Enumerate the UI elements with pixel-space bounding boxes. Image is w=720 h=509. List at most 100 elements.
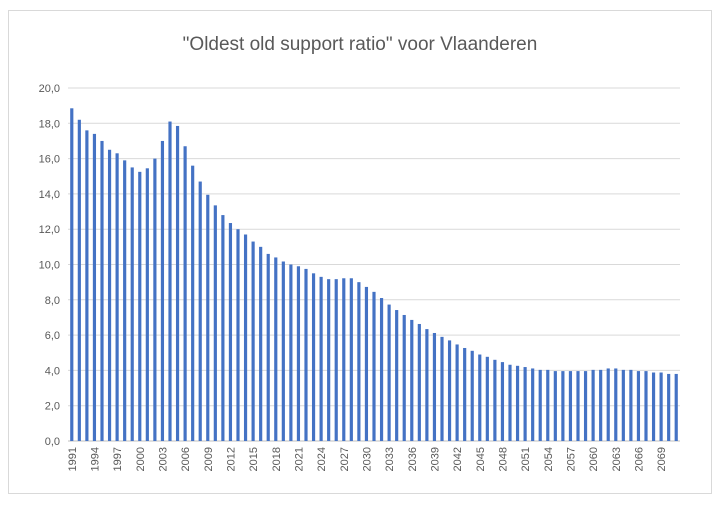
bar (372, 291, 376, 441)
bar (221, 215, 225, 441)
bar (591, 369, 595, 441)
bar (289, 264, 293, 441)
bar (478, 354, 482, 441)
bar (485, 356, 489, 441)
bar (357, 282, 361, 441)
bar (523, 367, 527, 441)
bar (92, 133, 97, 441)
bar (455, 344, 459, 441)
x-tick-label: 2006 (180, 447, 192, 471)
x-tick-label: 2009 (203, 447, 215, 471)
bar (243, 234, 248, 441)
x-tick-label: 2030 (361, 447, 373, 471)
x-tick-label: 2003 (157, 447, 169, 471)
bar (191, 165, 195, 441)
x-tick-label: 2057 (565, 447, 577, 471)
x-tick-label: 2021 (293, 447, 305, 471)
y-tick-label: 20,0 (39, 83, 60, 95)
bar (379, 298, 384, 441)
bar (153, 158, 157, 441)
x-tick-label: 2060 (588, 447, 600, 471)
bar (183, 146, 187, 441)
bar (198, 181, 202, 442)
bar (629, 369, 633, 441)
bar (500, 362, 505, 441)
bar (364, 286, 369, 441)
bar (561, 371, 565, 441)
bar (599, 369, 603, 441)
x-tick-label: 2048 (497, 447, 509, 471)
bar (644, 371, 648, 441)
bar (77, 119, 81, 442)
bar (259, 246, 263, 441)
bar (440, 336, 444, 441)
bar (327, 279, 331, 441)
y-tick-label: 8,0 (45, 295, 60, 307)
bar (228, 223, 233, 441)
bar (636, 371, 641, 441)
y-tick-label: 14,0 (39, 189, 60, 201)
x-tick-label: 2027 (339, 447, 351, 471)
x-tick-label: 1994 (89, 447, 101, 471)
bar (667, 373, 671, 441)
bar (425, 329, 429, 441)
bar (334, 279, 338, 441)
y-tick-label: 12,0 (39, 224, 60, 236)
bar (160, 140, 165, 441)
x-tick-label: 2042 (452, 447, 464, 471)
bar (213, 205, 217, 441)
bar (342, 278, 346, 441)
y-tick-label: 0,0 (45, 436, 60, 448)
y-tick-label: 2,0 (45, 401, 60, 413)
bar (568, 371, 573, 441)
x-tick-label: 2063 (611, 447, 623, 471)
bar (281, 261, 285, 441)
bar (538, 369, 542, 441)
bar (311, 273, 316, 441)
y-tick-label: 16,0 (39, 154, 60, 166)
x-tick-label: 1991 (67, 447, 79, 471)
x-tick-label: 2012 (225, 447, 237, 471)
x-tick-label: 2015 (248, 447, 260, 471)
bar (447, 340, 452, 441)
chart-title: "Oldest old support ratio" voor Vlaander… (182, 34, 538, 55)
bar (266, 253, 270, 441)
x-tick-label: 1997 (112, 447, 124, 471)
bar (85, 130, 89, 442)
y-tick-label: 18,0 (39, 118, 60, 130)
bar (138, 171, 142, 441)
x-tick-label: 2018 (271, 447, 283, 471)
bar (583, 371, 588, 441)
bar (100, 140, 104, 441)
x-tick-label: 2066 (633, 447, 645, 471)
bar (130, 167, 134, 442)
x-tick-label: 2039 (429, 447, 441, 471)
bar (659, 372, 663, 441)
bar (576, 371, 580, 441)
bar (531, 368, 535, 441)
bar (417, 323, 421, 441)
y-tick-label: 6,0 (45, 330, 60, 342)
bar (470, 350, 474, 441)
x-tick-label: 2054 (543, 447, 555, 471)
bar (614, 368, 618, 441)
x-tick-label: 2045 (475, 447, 487, 471)
bar (651, 372, 656, 441)
bar (546, 369, 550, 441)
bar (515, 365, 520, 441)
bar (145, 168, 149, 441)
bar (463, 347, 467, 441)
x-tick-label: 2033 (384, 447, 396, 471)
bar (123, 160, 127, 442)
bar (168, 121, 172, 441)
bar (402, 314, 406, 441)
bar (236, 229, 240, 441)
x-tick-label: 2069 (656, 447, 668, 471)
bar (274, 257, 278, 441)
bar (674, 373, 678, 441)
bar (107, 149, 112, 441)
bar (296, 266, 301, 441)
x-tick-label: 2024 (316, 447, 328, 471)
bar (70, 108, 74, 442)
bar (319, 276, 323, 441)
